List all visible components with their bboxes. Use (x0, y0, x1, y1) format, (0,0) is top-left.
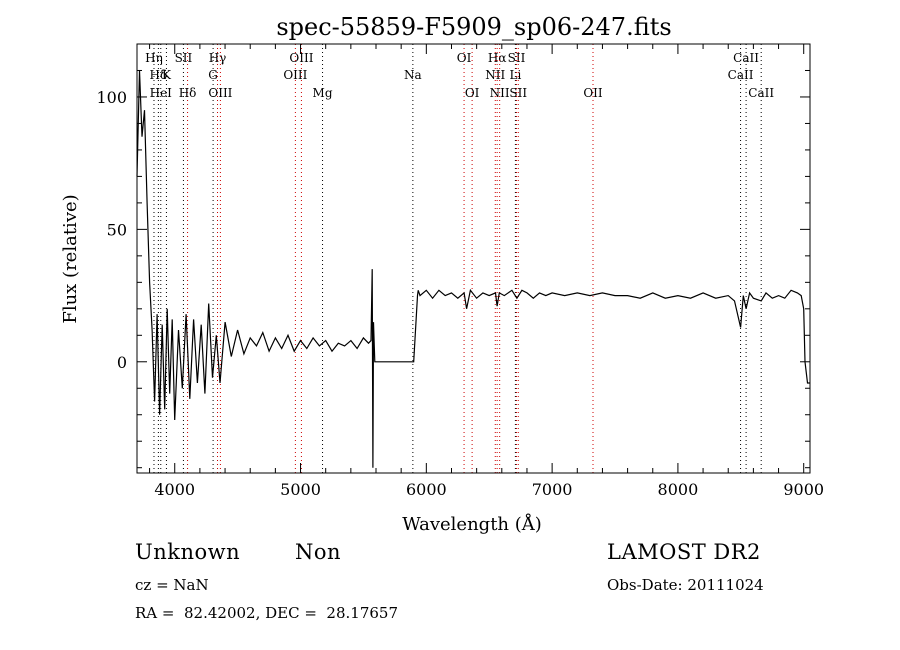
line-marker-label: Li (509, 68, 521, 82)
line-marker-label: OII (583, 86, 603, 100)
line-marker-label: CaII (728, 68, 754, 82)
redshift-label: cz = NaN (135, 576, 209, 594)
line-marker-label: Na (404, 68, 422, 82)
x-tick-label: 7000 (532, 480, 573, 499)
x-tick-label: 8000 (658, 480, 699, 499)
line-marker-label: G (208, 68, 218, 82)
line-marker-label: NII (485, 68, 505, 82)
line-marker-label: K (162, 68, 172, 82)
line-marker-label: Hη (145, 51, 163, 65)
subclass-label: Non (295, 540, 342, 564)
coordinates-label: RA = 82.42002, DEC = 28.17657 (135, 604, 399, 622)
plot-frame (136, 43, 811, 474)
line-marker-label: Mg (313, 86, 333, 100)
spectrum-chart: spec-55859-F5909_sp06-247.fits Wavelengt… (60, 13, 824, 535)
series-layer (136, 70, 810, 468)
spectrum-series-0 (136, 70, 810, 468)
line-marker-label: NII (490, 86, 510, 100)
line-marker-label: OI (457, 51, 472, 65)
line-marker-label: Hγ (209, 51, 227, 65)
x-tick-label: 5000 (280, 480, 321, 499)
line-marker-label: OI (465, 86, 480, 100)
line-marker-label: SII (509, 86, 527, 100)
obs-date-label: Obs-Date: 20111024 (607, 576, 764, 594)
x-tick-label: 9000 (783, 480, 824, 499)
line-marker-label: Hα (488, 51, 507, 65)
chart-title: spec-55859-F5909_sp06-247.fits (276, 13, 671, 41)
line-marker-label: Hδ (179, 86, 197, 100)
axes: 4000 5000 6000 7000 8000 9000 0 50 100 (96, 43, 824, 499)
line-marker-label: OIII (289, 51, 313, 65)
line-marker-label: Hδ (150, 68, 168, 82)
line-marker-label: HeI (150, 86, 173, 100)
line-marker-label: SII (175, 51, 193, 65)
x-tick-label: 6000 (406, 480, 447, 499)
class-label: Unknown (135, 540, 241, 564)
x-tick-label: 4000 (154, 480, 195, 499)
line-marker-label: OIII (208, 86, 232, 100)
x-axis-label: Wavelength (Å) (402, 513, 542, 535)
line-marker-label: SII (508, 51, 526, 65)
y-tick-label: 100 (96, 88, 127, 107)
y-tick-label: 50 (107, 220, 127, 239)
line-marker-label: OIII (283, 68, 307, 82)
survey-label: LAMOST DR2 (607, 540, 761, 564)
y-tick-label: 0 (117, 353, 127, 372)
y-axis-label: Flux (relative) (60, 194, 81, 323)
line-marker-label: CaII (748, 86, 774, 100)
line-marker-label: CaII (733, 51, 759, 65)
